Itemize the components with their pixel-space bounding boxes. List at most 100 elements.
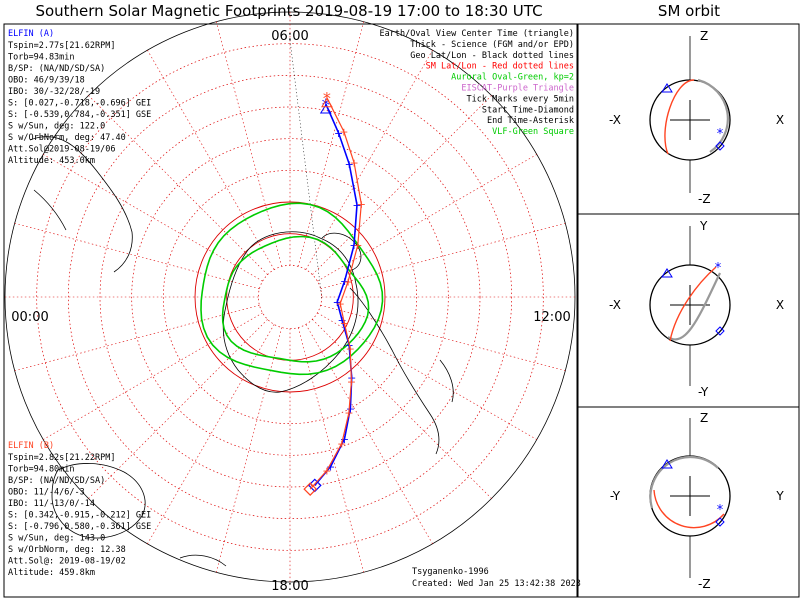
page-title: Southern Solar Magnetic Footprints 2019-… — [35, 2, 543, 20]
tick-mark: + — [357, 198, 366, 211]
tick-mark: + — [349, 157, 358, 170]
elfin-b-info-line: S w/Sun, deg: 143.0 — [8, 534, 105, 544]
tick-mark: + — [337, 437, 346, 450]
legend-entry: Tick Marks every 5min — [467, 94, 574, 104]
orbit-end-asterisk: * — [715, 261, 722, 276]
orbit-axis-label-left: -Y — [610, 489, 621, 503]
auroral-oval-poleward — [221, 235, 370, 363]
auroral-oval — [200, 202, 384, 376]
polar-plot-frame — [3, 23, 578, 598]
legend-entry: Geo Lat/Lon - Black dotted lines — [410, 51, 574, 61]
tick-mark: + — [337, 314, 346, 327]
orbit-view-triangle — [661, 459, 673, 469]
orbit-axis-label-left: -X — [609, 298, 621, 312]
mlt-meridian — [43, 312, 263, 440]
mlt-meridian — [297, 327, 365, 573]
tick-mark: + — [340, 317, 349, 330]
orbit-axis-label-top: Z — [700, 29, 708, 43]
tick-mark: + — [326, 460, 335, 473]
start-diamond — [303, 482, 318, 496]
orbit-axis-label-top: Z — [700, 411, 708, 425]
orbit-axis-label-left: -X — [609, 113, 621, 127]
tick-mark: + — [322, 464, 331, 477]
orbit-end-asterisk: * — [717, 127, 724, 142]
model-credit: Tsyganenko-1996 — [412, 567, 489, 577]
tick-mark: + — [339, 125, 348, 138]
tick-mark: + — [340, 433, 349, 446]
orbit-arc-red — [669, 266, 717, 342]
orbit-start-diamond — [715, 326, 725, 336]
elfin-b-info-line: S w/OrbNorm, deg: 12.38 — [8, 545, 126, 555]
orbit-start-diamond — [715, 517, 725, 527]
geo-meridian — [289, 39, 323, 301]
orbit-arc-red — [664, 79, 695, 155]
sm-lat-circle — [99, 106, 481, 488]
mlt-meridian — [147, 50, 275, 270]
elfin-b-info-line: Att.Sol@: 2019-08-19/02 — [8, 557, 126, 567]
tick-mark: + — [336, 298, 345, 311]
orbit-end-asterisk: * — [717, 503, 724, 518]
elfin-b-info-line: Tspin=2.82s[21.22RPM] — [8, 453, 115, 463]
satellite-footprint-tracks: ++++++++++++*++++++++++++* — [303, 89, 366, 496]
tick-mark: + — [346, 402, 355, 415]
legend-entry: SM Lat/Lon - Red dotted lines — [426, 62, 574, 72]
elfin-b-info-line: B/SP: (NA/ND/SD/SA) — [8, 476, 105, 486]
legend-entry: Start Time-Diamond — [482, 105, 574, 115]
orbit-panel-title: SM orbit — [657, 2, 721, 20]
elfin-b-name: ELFIN (B) — [8, 441, 54, 451]
orbit-axis-label-right: Y — [775, 489, 784, 503]
legend: Earth/Oval View Center Time (triangle)Th… — [380, 29, 574, 137]
elfin-a-info: ELFIN (A) Tspin=2.77s[21.62RPM] Torb=94.8… — [8, 29, 151, 166]
tick-mark: + — [344, 407, 353, 420]
elfin-a-info-line: Torb=94.83min — [8, 53, 75, 63]
tick-mark: + — [353, 239, 362, 252]
orbit-panel-1: Z -Z -X X * — [609, 29, 784, 206]
tick-mark: + — [345, 158, 354, 171]
orbit-view-triangle — [661, 268, 673, 278]
orbit-axis-label-right: X — [776, 113, 784, 127]
antarctica-coastline — [222, 231, 362, 393]
tick-mark: + — [340, 275, 349, 288]
orbit-start-diamond — [715, 141, 725, 151]
elfin-a-info-line: B/SP: (NA/ND/SD/SA) — [8, 64, 105, 74]
elfin-a-info-line: Altitude: 453.0km — [8, 156, 95, 166]
created-timestamp: Created: Wed Jan 25 13:42:38 2023 — [412, 579, 581, 589]
legend-entry: VLF-Green Square — [492, 127, 574, 137]
mlt-meridian — [14, 222, 260, 290]
sm-lat-circle — [257, 264, 323, 330]
clock-label-right: 12:00 — [533, 310, 570, 325]
orbit-axis-label-bottom: -Z — [698, 192, 711, 206]
legend-entry: Auroral Oval-Green, kp=2 — [451, 73, 574, 83]
elfin-a-info-line: S: [-0.539,0.784,-0.351] GSE — [8, 110, 151, 120]
tick-mark: + — [344, 275, 353, 288]
mlt-meridian — [297, 21, 365, 267]
mlt-meridian — [147, 324, 275, 544]
orbit-arc-gray — [667, 272, 721, 341]
footprint-track-elfin-a — [314, 103, 358, 486]
footprint-track-elfin-b — [309, 97, 362, 490]
orbit-arc-red — [653, 489, 725, 529]
sm-lat-circle — [194, 201, 386, 393]
orbit-axis-label-bottom: -Z — [698, 577, 711, 591]
tick-mark: + — [346, 342, 355, 355]
legend-entry: Thick - Science (FGM and/or EPD) — [410, 40, 574, 50]
africa-coastline — [29, 136, 133, 273]
view-center-triangle — [319, 104, 332, 114]
elfin-a-info-line: S w/Sun, deg: 122.0 — [8, 122, 105, 132]
elfin-a-info-line: Att.Sol@2019-08-19/06 — [8, 145, 115, 155]
orbit-view-triangle — [661, 83, 673, 93]
orbit-panel-frame-3 — [577, 406, 800, 598]
orbit-panel-2: Y -Y -X X * — [609, 219, 784, 399]
elfin-a-info-line: OBO: 46/9/39/18 — [8, 76, 85, 86]
mlt-meridian — [88, 95, 268, 275]
clock-label-left: 00:00 — [11, 310, 48, 325]
mlt-meridian — [305, 324, 433, 544]
south-america-coastline — [349, 287, 454, 455]
orbit-arc-gray — [697, 78, 729, 153]
mlt-meridian — [43, 154, 263, 282]
mlt-meridian — [215, 327, 283, 573]
sm-lat-circle — [131, 138, 449, 456]
elfin-b-info-line: IBO: 11/-13/0/-14 — [8, 499, 95, 509]
elfin-b-info: ELFIN (B) Tspin=2.82s[21.22RPM] Torb=94.8… — [8, 441, 151, 578]
